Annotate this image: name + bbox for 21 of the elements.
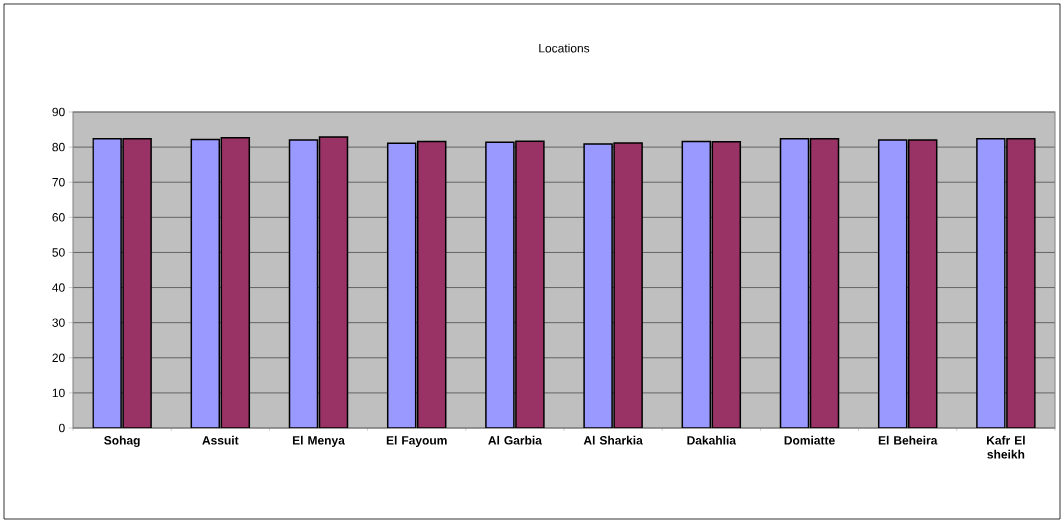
x-tick-label: Al Sharkia [583,435,643,445]
y-tick-label: 40 [52,283,65,292]
x-tick-label: Sohag [104,435,140,448]
chart-title: Locations [539,43,590,53]
x-tick-label: El Menya [292,435,345,447]
x-tick-label: Dakahlia [687,435,737,445]
y-tick-label: 90 [52,107,65,117]
y-tick-label: 0 [59,423,65,433]
x-tick-label: El Fayoum [386,435,447,447]
y-tick-label: 80 [52,142,65,152]
y-tick-label: 60 [52,213,65,222]
x-tick-label: Kafr El sheikh [987,435,1025,459]
y-tick-label: 20 [52,353,65,363]
y-tick-label: 70 [52,177,65,187]
x-tick-label: Al Garbia [488,435,542,445]
y-tick-label: 30 [52,318,65,327]
x-tick-label: Domiatte [784,435,835,445]
y-tick-label: 10 [52,388,65,398]
x-tick-label: Assuit [202,435,239,445]
x-tick-label: El Beheira [878,435,938,445]
y-tick-label: 50 [52,248,65,257]
